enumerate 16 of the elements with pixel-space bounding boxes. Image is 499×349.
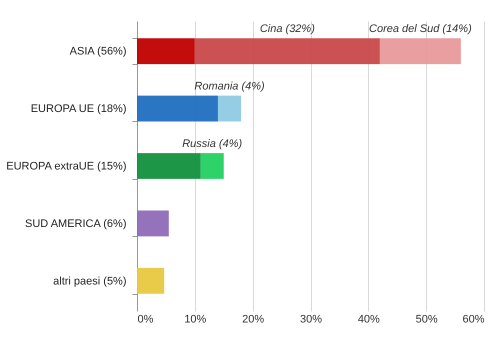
x-tick-label: 50% [416,314,438,326]
y-tick-label: ASIA (56%) [70,46,126,58]
data-label: Romania (4%) [194,80,266,93]
data-label: Cina (32%) [260,23,316,36]
y-tick-label: SUD AMERICA (6%) [25,218,126,230]
data-label: Corea del Sud (14%) [369,23,472,36]
y-tick-label: EUROPA extraUE (15%) [6,160,126,172]
data-label: Russia (4%) [182,138,242,150]
x-tick-label: 30% [300,314,322,326]
x-tick-label: 20% [242,314,264,326]
y-tick-label: EUROPA UE (18%) [30,103,126,116]
x-tick-label: 60% [462,314,485,326]
x-tick-label: 10% [184,314,207,326]
x-tick-label: 40% [358,314,380,326]
y-tick-label: altri paesi (5%) [53,275,126,288]
x-tick-label: 0% [138,314,154,326]
